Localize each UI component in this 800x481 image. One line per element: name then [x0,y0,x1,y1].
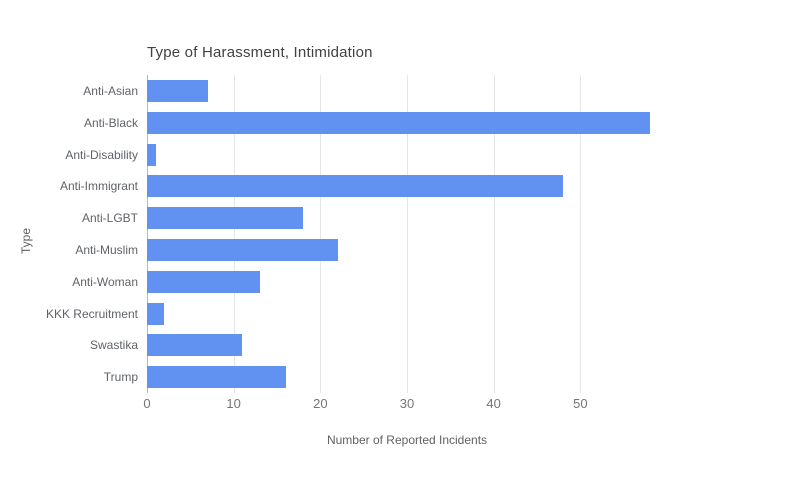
bar-anti-immigrant [147,175,563,198]
gridline [233,75,235,393]
x-tick-label: 40 [486,396,501,411]
bar-kkk-recruitment [147,302,165,325]
chart-title: Type of Harassment, Intimidation [147,44,373,61]
x-axis-title: Number of Reported Incidents [326,433,488,447]
baseline-axis-line [147,75,148,393]
x-tick-label: 10 [226,396,241,411]
bar-anti-black [147,111,650,134]
category-label: Anti-Woman [72,274,138,289]
bar-anti-muslim [147,238,338,261]
category-label: Anti-Muslim [75,242,138,257]
gridline [407,75,408,393]
bar-trump [147,366,286,389]
category-label: Anti-Asian [83,83,138,98]
x-tick-label: 20 [313,396,328,411]
bar-anti-asian [147,79,208,102]
category-label: KKK Recruitment [45,306,138,321]
category-label: Anti-LGBT [81,211,138,226]
x-tick-label: 30 [399,396,415,411]
x-tick-label: 50 [573,396,588,411]
category-label: Anti-Black [83,115,138,130]
bar-swastika [147,334,243,357]
category-label: Swastika [89,338,138,353]
category-label: Anti-Disability [65,147,138,162]
category-label: Trump [103,370,138,385]
gridline [580,75,582,393]
x-tick-label: 0 [143,396,151,411]
bar-anti-lgbt [147,207,303,230]
bar-anti-disability [147,143,156,166]
bar-anti-woman [147,270,260,293]
plot-area [147,75,667,393]
gridline [493,75,495,393]
category-label: Anti-Immigrant [59,179,138,194]
gridline [320,75,322,393]
